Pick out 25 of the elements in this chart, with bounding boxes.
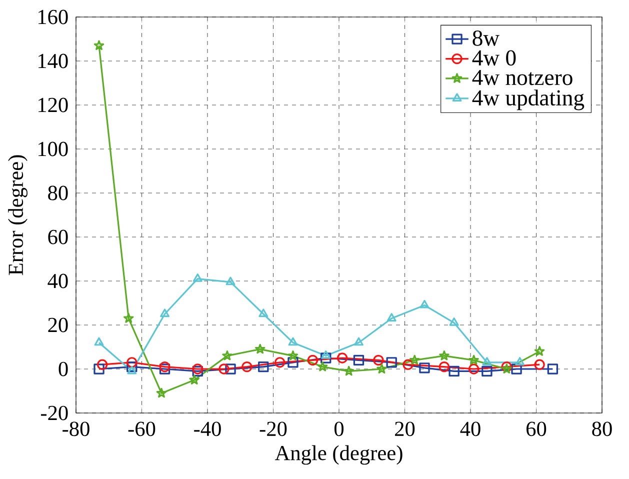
- legend-label: 4w updating: [472, 90, 584, 110]
- x-tick-label: 60: [526, 422, 546, 436]
- x-axis-title: Angle (degree): [274, 445, 402, 465]
- legend-label: 8w: [472, 30, 500, 46]
- x-tick-label: 0: [334, 422, 344, 436]
- y-tick-label: 60: [48, 230, 68, 244]
- y-tick-label: 160: [38, 10, 68, 24]
- y-axis-title: Error (degree): [8, 155, 28, 276]
- y-tick-label: 20: [48, 318, 68, 332]
- legend-label: 4w 0: [472, 50, 516, 66]
- y-tick-label: 80: [48, 186, 68, 200]
- x-tick-label: 40: [460, 422, 480, 436]
- x-tick-label: 80: [592, 422, 612, 436]
- x-tick-label: -40: [194, 422, 221, 436]
- y-tick-label: 140: [38, 54, 68, 68]
- y-tick-label: -20: [40, 406, 68, 420]
- x-tick-label: -60: [128, 422, 156, 436]
- y-tick-label: 100: [38, 142, 68, 156]
- y-tick-label: 40: [48, 274, 68, 288]
- x-tick-label: 20: [395, 422, 415, 436]
- x-tick-label: -80: [62, 422, 90, 436]
- y-tick-label: 0: [58, 362, 68, 376]
- legend-label: 4w notzero: [472, 70, 572, 86]
- y-tick-label: 120: [38, 98, 68, 112]
- x-tick-label: -20: [260, 422, 287, 436]
